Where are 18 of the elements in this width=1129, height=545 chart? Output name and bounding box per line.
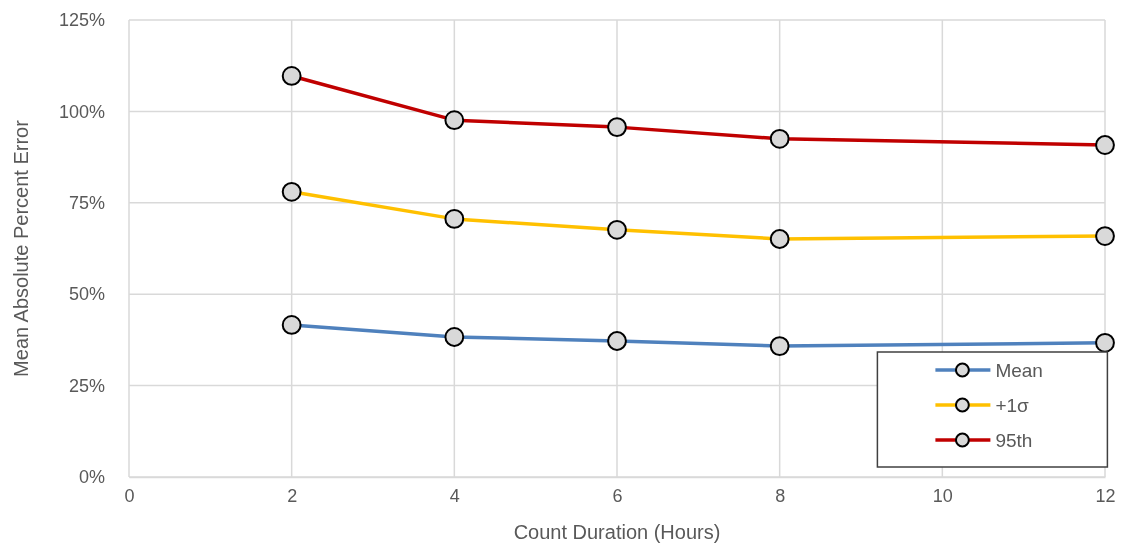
y-tick-label: 25% (68, 375, 105, 396)
legend-label: Mean (995, 360, 1043, 381)
y-axis-title: Mean Absolute Percent Error (10, 119, 32, 377)
x-axis-title: Count Duration (Hours) (513, 521, 721, 543)
y-tick-label: 100% (58, 101, 105, 122)
legend-label: 95th (995, 430, 1033, 451)
x-tick-label: 2 (287, 485, 298, 506)
x-tick-label: 0 (124, 485, 135, 506)
y-tick-label: 0% (78, 467, 105, 488)
y-tick-label: 50% (68, 284, 105, 305)
y-tick-label: 125% (58, 10, 105, 31)
legend-label: +1σ (995, 395, 1030, 416)
x-tick-label: 8 (775, 485, 786, 506)
x-tick-label: 12 (1095, 485, 1116, 506)
y-tick-label: 75% (68, 193, 105, 214)
x-tick-label: 4 (449, 485, 460, 506)
x-tick-label: 10 (932, 485, 953, 506)
x-tick-label: 6 (612, 485, 623, 506)
